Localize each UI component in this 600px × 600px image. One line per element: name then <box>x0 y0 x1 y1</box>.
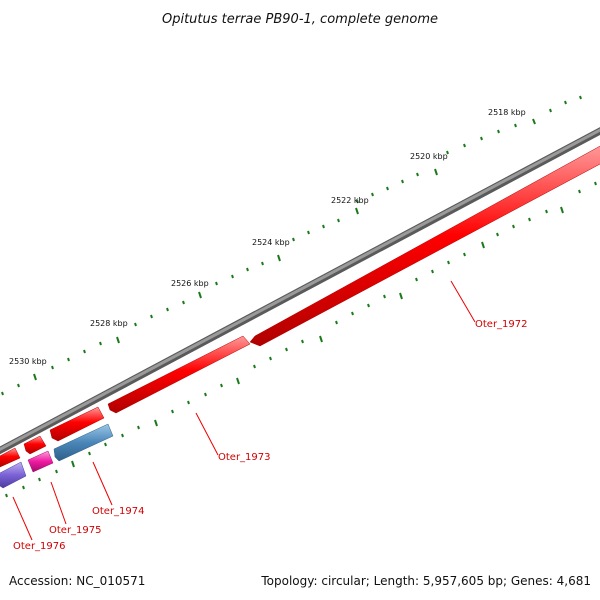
gene-label-oter-1976[interactable]: Oter_1976 <box>13 541 66 552</box>
genome-title: Opitutus terrae PB90-1, complete genome <box>162 12 438 27</box>
kbp-label: 2520 kbp <box>410 152 448 161</box>
gene-callout-lines <box>12 280 476 541</box>
gene-oter-1974[interactable] <box>53 423 114 462</box>
gene-red-fragment-a[interactable] <box>49 406 105 442</box>
gene-oter-1973[interactable] <box>107 335 251 414</box>
outer-tick-ring <box>1 95 582 396</box>
kbp-label: 2524 kbp <box>252 238 290 247</box>
inner-tick-ring <box>5 181 597 498</box>
accession-text: Accession: NC_010571 <box>9 574 145 588</box>
gene-oter-1976[interactable] <box>0 461 27 489</box>
gene-red-fragment-c[interactable] <box>0 447 21 468</box>
gene-label-oter-1974[interactable]: Oter_1974 <box>92 506 145 517</box>
gene-label-oter-1973[interactable]: Oter_1973 <box>218 452 271 463</box>
kbp-label: 2528 kbp <box>90 319 128 328</box>
gene-red-fragment-b[interactable] <box>23 435 47 455</box>
gene-label-oter-1972[interactable]: Oter_1972 <box>475 319 528 330</box>
gene-labels: Oter_1972 Oter_1973 Oter_1974 Oter_1975 … <box>13 319 528 552</box>
kbp-label: 2530 kbp <box>9 357 47 366</box>
gene-label-oter-1975[interactable]: Oter_1975 <box>49 525 102 536</box>
gene-oter-1972[interactable] <box>249 145 600 347</box>
kbp-label: 2518 kbp <box>488 108 526 117</box>
kbp-label: 2522 kbp <box>331 196 369 205</box>
kbp-labels: 2518 kbp 2520 kbp 2522 kbp 2524 kbp 2526… <box>9 108 526 366</box>
kbp-label: 2526 kbp <box>171 279 209 288</box>
gene-oter-1975[interactable] <box>27 450 54 473</box>
genome-backbone <box>0 127 600 455</box>
genome-summary-text: Topology: circular; Length: 5,957,605 bp… <box>260 574 591 588</box>
